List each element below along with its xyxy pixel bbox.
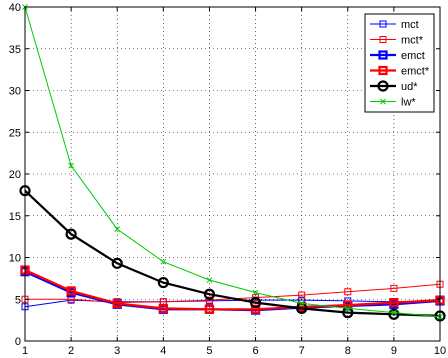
legend-swatch-marker	[377, 80, 389, 92]
series-line-lw-star	[24, 6, 441, 318]
legend-label: lw*	[401, 97, 416, 109]
y-tick-label: 15	[9, 211, 21, 223]
data-point-emct-star	[204, 304, 215, 314]
data-point-mct-star	[205, 296, 213, 304]
x-tick-label: 7	[299, 345, 305, 357]
legend-label: emct	[401, 50, 425, 62]
y-tick-label: 25	[9, 127, 21, 139]
legend-entry-mct: mct	[370, 19, 419, 31]
x-tick-label: 5	[206, 345, 212, 357]
y-tick-label: 5	[15, 294, 21, 306]
data-point-emct-star	[66, 286, 76, 296]
legend-box	[364, 13, 435, 113]
series-line-emct-star	[24, 268, 441, 311]
y-tick-label: 40	[9, 2, 21, 14]
data-point-ud-star	[388, 308, 400, 320]
x-tick-label: 2	[68, 345, 74, 357]
legend-entry-emct: emct	[370, 50, 425, 62]
x-tick-label: 8	[345, 345, 351, 357]
legend-label: mct	[401, 19, 419, 31]
legend-swatch-marker	[378, 50, 388, 60]
legend-label: emct*	[401, 66, 430, 78]
data-point-emct-star	[158, 303, 168, 314]
legend-entry-emct-star: emct*	[370, 66, 430, 78]
data-point-lw-star	[68, 162, 74, 169]
x-tick-label: 4	[160, 345, 166, 357]
legend-entry-ud-star: ud*	[370, 80, 418, 93]
y-tick-label: 35	[9, 44, 21, 56]
series-lw-star	[22, 4, 443, 320]
data-point-lw-star	[160, 258, 167, 265]
data-point-emct-star	[112, 298, 122, 309]
legend-label: ud*	[401, 81, 418, 93]
legend: mct mct* emct emct* ud* lw*	[364, 13, 435, 113]
legend-entry-lw-star: lw*	[370, 97, 416, 109]
legend-swatch-marker	[380, 98, 386, 105]
y-tick-label: 20	[9, 169, 21, 181]
data-point-lw-star	[391, 309, 397, 316]
legend-swatch-marker	[379, 20, 387, 28]
legend-swatch-marker	[378, 65, 388, 76]
series-line-ud-star	[24, 189, 441, 317]
data-point-mct-star	[252, 294, 260, 302]
data-point-mct-star	[344, 288, 352, 296]
data-point-lw-star	[114, 226, 121, 232]
data-point-lw-star	[298, 300, 305, 307]
series-line-mct-star	[25, 283, 441, 304]
data-point-ud-star	[65, 228, 77, 240]
data-point-mct-star	[298, 291, 306, 299]
x-tick-label: 6	[252, 345, 258, 357]
data-point-ud-star	[249, 296, 262, 309]
x-tick-label: 9	[391, 345, 397, 357]
data-point-ud-star	[203, 288, 216, 300]
data-point-ud-star	[111, 257, 123, 269]
axis-ticks: 1 2 3 4 5 6 7 8 9 10 0 5 10 15 20 25 30 35 40	[9, 2, 446, 357]
data-point-lw-star	[344, 305, 351, 312]
series-lines	[19, 4, 446, 322]
series-emct	[20, 267, 445, 315]
x-tick-label: 1	[22, 345, 28, 357]
data-point-emct-star	[389, 297, 399, 308]
data-point-lw-star	[252, 289, 259, 296]
legend-swatch-marker	[379, 36, 387, 43]
y-tick-label: 0	[15, 336, 21, 348]
data-point-emct-star	[250, 304, 261, 314]
series-ud-star	[19, 185, 446, 322]
legend-entry-mct-star: mct*	[370, 35, 424, 47]
data-point-mct-star	[390, 284, 398, 292]
y-tick-label: 30	[9, 86, 21, 98]
legend-label: mct*	[401, 35, 424, 47]
x-tick-label: 3	[114, 345, 120, 357]
x-tick-label: 10	[434, 345, 446, 357]
data-point-ud-star	[157, 276, 169, 289]
y-tick-label: 10	[9, 253, 21, 265]
data-point-lw-star	[206, 277, 213, 283]
